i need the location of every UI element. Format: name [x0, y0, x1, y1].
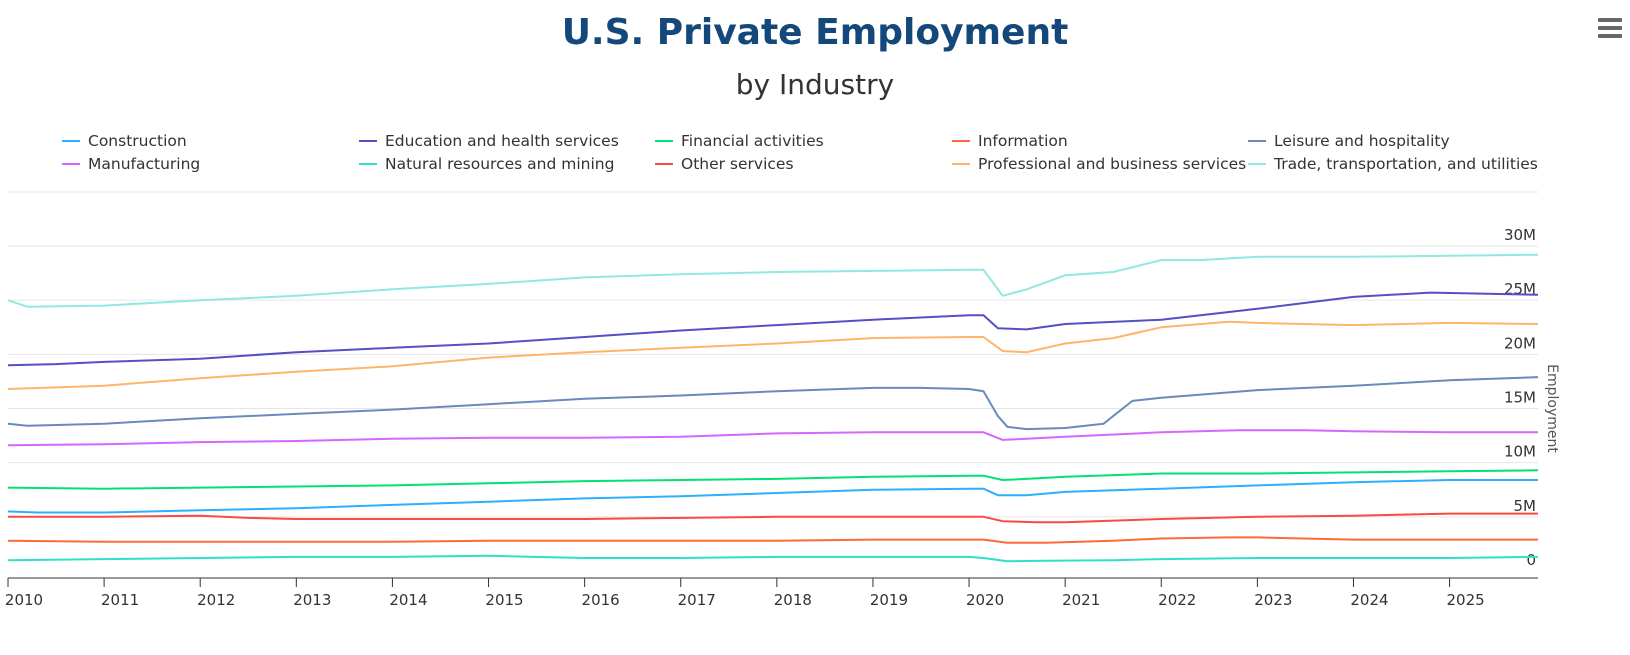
legend-item-other-services[interactable]: Other services — [655, 155, 794, 173]
series-line-information[interactable] — [7, 536, 1538, 544]
legend-item-natural-resources-and-mining[interactable]: Natural resources and mining — [359, 155, 614, 173]
legend-swatch — [952, 140, 970, 142]
legend-swatch — [655, 163, 673, 165]
x-tick-label: 2024 — [1350, 591, 1388, 609]
legend-label: Professional and business services — [978, 155, 1247, 173]
menu-icon[interactable] — [1598, 18, 1622, 38]
chart-title: U.S. Private Employment — [561, 12, 1069, 53]
legend-item-construction[interactable]: Construction — [62, 132, 187, 150]
legend-swatch — [655, 140, 673, 142]
legend-swatch — [1248, 140, 1266, 142]
legend-swatch — [62, 163, 80, 165]
legend-item-professional-and-business-services[interactable]: Professional and business services — [952, 155, 1246, 173]
legend-item-financial-activities[interactable]: Financial activities — [655, 132, 824, 150]
x-tick-label: 2014 — [389, 591, 427, 609]
y-tick-label: 0 — [1526, 551, 1536, 569]
y-tick-label: 10M — [1504, 443, 1536, 461]
legend-label: Natural resources and mining — [385, 155, 615, 173]
series-line-other-services[interactable] — [8, 512, 1538, 524]
y-tick-label: 15M — [1504, 389, 1536, 407]
series-line-construction[interactable] — [7, 479, 1538, 514]
x-tick-label: 2016 — [582, 591, 620, 609]
x-tick-label: 2010 — [5, 591, 43, 609]
legend-label: Financial activities — [681, 132, 824, 150]
legend-item-leisure-and-hospitality[interactable]: Leisure and hospitality — [1248, 132, 1450, 150]
legend-swatch — [359, 163, 377, 165]
legend-item-trade-transportation-and-utilities[interactable]: Trade, transportation, and utilities — [1248, 155, 1538, 173]
series-line-manufacturing[interactable] — [7, 429, 1538, 447]
y-tick-label: 30M — [1504, 226, 1536, 244]
x-tick-label: 2017 — [678, 591, 716, 609]
legend-swatch — [359, 140, 377, 142]
legend-label: Other services — [681, 155, 794, 173]
legend-item-manufacturing[interactable]: Manufacturing — [62, 155, 200, 173]
legend-swatch — [1248, 163, 1266, 165]
x-tick-label: 2021 — [1062, 591, 1100, 609]
legend-swatch — [62, 140, 80, 142]
x-tick-label: 2019 — [870, 591, 908, 609]
y-axis-title: Employment — [1544, 364, 1560, 453]
legend-item-information[interactable]: Information — [952, 132, 1068, 150]
legend-item-education-and-health-services[interactable]: Education and health services — [359, 132, 619, 150]
x-tick-label: 2011 — [101, 591, 139, 609]
menu-icon-bar — [1598, 26, 1622, 30]
series-line-natural-resources-and-mining[interactable] — [7, 554, 1539, 563]
x-tick-label: 2015 — [485, 591, 523, 609]
x-tick-label: 2025 — [1446, 591, 1484, 609]
x-tick-label: 2020 — [966, 591, 1004, 609]
chart-subtitle: by Industry — [735, 68, 895, 101]
legend-label: Leisure and hospitality — [1274, 132, 1450, 150]
y-tick-label: 20M — [1504, 334, 1536, 352]
series-line-leisure-and-hospitality[interactable] — [7, 376, 1539, 431]
x-tick-label: 2018 — [774, 591, 812, 609]
legend-label: Information — [978, 132, 1068, 150]
y-tick-label: 5M — [1514, 497, 1537, 515]
legend-label: Construction — [88, 132, 187, 150]
x-tick-label: 2023 — [1254, 591, 1292, 609]
legend-label: Manufacturing — [88, 155, 201, 173]
series-line-financial-activities[interactable] — [7, 469, 1539, 490]
legend-label: Education and health services — [385, 132, 619, 150]
menu-icon-bar — [1598, 18, 1622, 22]
x-tick-label: 2013 — [293, 591, 331, 609]
legend-swatch — [952, 163, 970, 165]
x-tick-label: 2012 — [197, 591, 235, 609]
legend-label: Trade, transportation, and utilities — [1274, 155, 1538, 173]
menu-icon-bar — [1598, 34, 1622, 38]
series-line-education-and-health-services[interactable] — [7, 291, 1539, 367]
series-line-professional-and-business-services[interactable] — [7, 320, 1539, 390]
x-tick-label: 2022 — [1158, 591, 1196, 609]
series-line-trade-transportation-and-utilities[interactable] — [7, 253, 1539, 308]
